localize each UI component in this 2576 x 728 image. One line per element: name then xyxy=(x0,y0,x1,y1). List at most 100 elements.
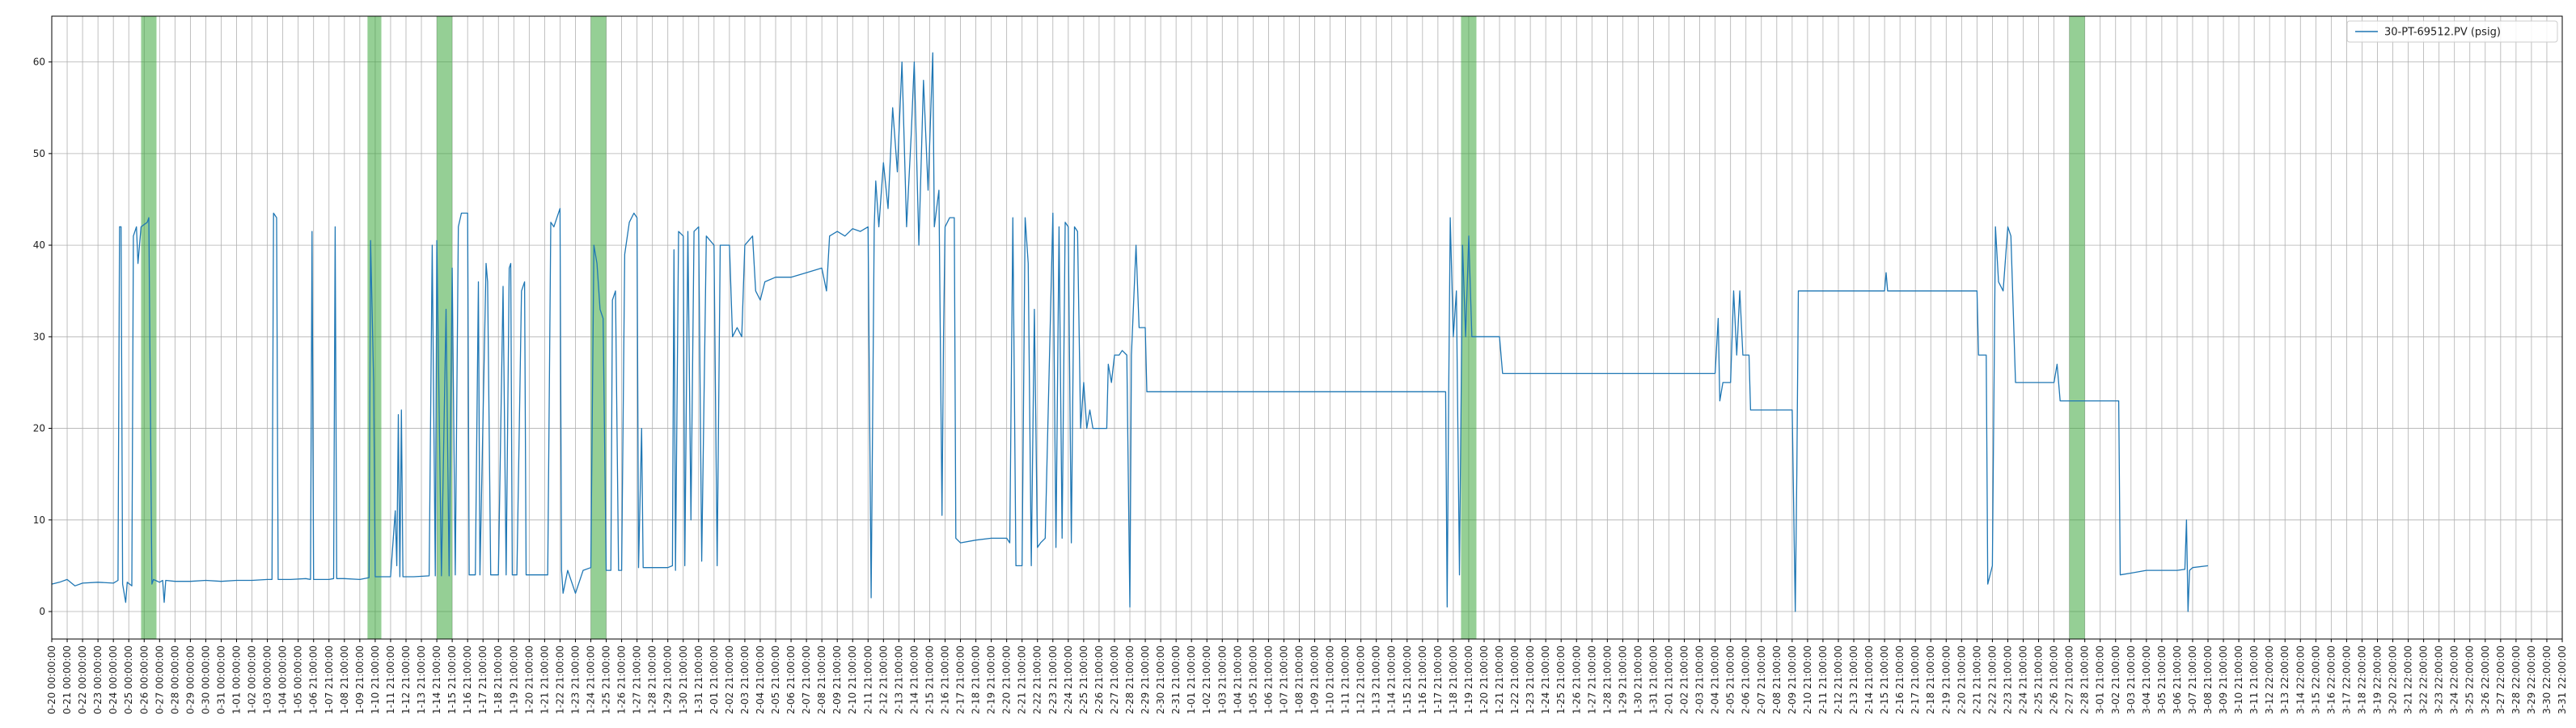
x-tick-label: 2-11 21:00:00 xyxy=(1817,645,1829,714)
x-tick-label: 1-17 21:00:00 xyxy=(477,645,489,714)
highlight-span xyxy=(590,16,607,639)
x-tick-label: 2-23 21:00:00 xyxy=(2002,645,2013,714)
y-tick-label: 10 xyxy=(33,514,45,526)
x-tick-label: 2-11 21:00:00 xyxy=(862,645,873,714)
y-tick-label: 20 xyxy=(33,423,45,434)
x-tick-label: 0-31 00:00:00 xyxy=(215,645,226,714)
x-tick-label: 1-10 21:00:00 xyxy=(1325,645,1336,714)
x-tick-label: 1-26 21:00:00 xyxy=(1571,645,1582,714)
x-tick-label: 0-23 00:00:00 xyxy=(92,645,104,714)
x-tick-label: 3-16 22:00:00 xyxy=(2325,645,2337,714)
plot-frame xyxy=(51,15,2563,640)
highlight-span xyxy=(1461,16,1477,639)
x-tick-label: 0-30 00:00:00 xyxy=(200,645,211,714)
x-tick-label: 1-07 21:00:00 xyxy=(324,645,335,714)
x-tick-label: 1-27 21:00:00 xyxy=(632,645,643,714)
x-tick-label: 1-04 21:00:00 xyxy=(1232,645,1243,714)
x-tick-label: 1-08 21:00:00 xyxy=(1293,645,1305,714)
x-tick-label: 1-03 00:00:00 xyxy=(262,645,273,714)
x-tick-label: 2-19 21:00:00 xyxy=(1940,645,1952,714)
x-tick-label: 2-08 21:00:00 xyxy=(1771,645,1783,714)
x-tick-label: 2-02 21:00:00 xyxy=(1679,645,1690,714)
x-tick-label: 2-19 21:00:00 xyxy=(986,645,997,714)
x-tick-label: 3-10 21:00:00 xyxy=(2233,645,2244,714)
highlight-span xyxy=(141,16,157,639)
x-tick-label: 1-04 00:00:00 xyxy=(277,645,289,714)
x-tick-label: 1-11 21:00:00 xyxy=(1340,645,1351,714)
x-tick-label: 2-10 21:00:00 xyxy=(1802,645,1813,714)
x-tick-label: 3-15 22:00:00 xyxy=(2310,645,2321,714)
x-tick-label: 2-12 21:00:00 xyxy=(878,645,889,714)
x-tick-label: 1-09 21:00:00 xyxy=(354,645,366,714)
x-tick-label: 2-16 21:00:00 xyxy=(939,645,950,714)
x-tick-label: 1-05 00:00:00 xyxy=(293,645,304,714)
x-tick-label: 3-02 21:00:00 xyxy=(2110,645,2121,714)
x-tick-label: 1-28 21:00:00 xyxy=(1601,645,1613,714)
x-tick-label: 2-18 21:00:00 xyxy=(1925,645,1936,714)
x-tick-label: 2-29 21:00:00 xyxy=(1140,645,1151,714)
x-tick-label: 2-17 21:00:00 xyxy=(955,645,967,714)
x-tick-label: 1-01 00:00:00 xyxy=(231,645,243,714)
x-tick-label: 1-25 21:00:00 xyxy=(601,645,612,714)
x-tick-label: 1-08 21:00:00 xyxy=(339,645,350,714)
x-tick-label: 2-15 21:00:00 xyxy=(1879,645,1890,714)
x-tick-label: 1-18 21:00:00 xyxy=(493,645,504,714)
highlight-span xyxy=(367,16,382,639)
x-tick-label: 1-31 21:00:00 xyxy=(1648,645,1659,714)
x-tick-label: 1-06 21:00:00 xyxy=(1263,645,1274,714)
x-tick-label: 1-02 00:00:00 xyxy=(247,645,258,714)
x-tick-label: 3-18 22:00:00 xyxy=(2356,645,2367,714)
y-tick-label: 50 xyxy=(33,148,45,159)
x-tick-label: 1-09 21:00:00 xyxy=(1309,645,1321,714)
x-tick-label: 3-05 21:00:00 xyxy=(2156,645,2168,714)
legend-box xyxy=(2346,20,2558,43)
x-tick-label: 2-25 21:00:00 xyxy=(2033,645,2045,714)
x-tick-label: 1-16 21:00:00 xyxy=(462,645,473,714)
x-tick-label: 3-11 21:00:00 xyxy=(2248,645,2260,714)
x-tick-label: 2-20 21:00:00 xyxy=(1001,645,1013,714)
y-axis: 0 10 20 30 40 50 60 xyxy=(33,57,52,617)
series-layer xyxy=(51,52,2209,612)
x-tick-label: 3-29 22:00:00 xyxy=(2526,645,2537,714)
x-tick-label: 2-02 21:00:00 xyxy=(724,645,735,714)
x-tick-label: 3-03 21:00:00 xyxy=(2126,645,2137,714)
x-tick-label: 0-20 00:00:00 xyxy=(46,645,57,714)
y-tick-label: 0 xyxy=(39,606,45,617)
x-tick-label: 2-15 21:00:00 xyxy=(924,645,935,714)
x-tick-label: 2-13 21:00:00 xyxy=(1848,645,1859,714)
x-tick-label: 1-13 21:00:00 xyxy=(416,645,427,714)
x-tick-label: 2-01 21:00:00 xyxy=(1664,645,1675,714)
x-tick-label: 3-27 22:00:00 xyxy=(2495,645,2506,714)
x-tick-label: 2-25 21:00:00 xyxy=(1078,645,1089,714)
x-tick-label: 2-09 21:00:00 xyxy=(1787,645,1798,714)
x-tick-label: 3-07 21:00:00 xyxy=(2187,645,2198,714)
x-tick-label: 3-25 22:00:00 xyxy=(2464,645,2476,714)
x-tick-label: 2-08 21:00:00 xyxy=(816,645,827,714)
x-tick-label: 0-21 00:00:00 xyxy=(61,645,73,714)
x-tick-label: 2-05 21:00:00 xyxy=(770,645,781,714)
x-tick-label: 2-14 21:00:00 xyxy=(1863,645,1875,714)
x-tick-label: 2-26 21:00:00 xyxy=(2049,645,2060,714)
x-tick-label: 0-25 00:00:00 xyxy=(123,645,134,714)
x-tick-label: 2-06 21:00:00 xyxy=(1741,645,1752,714)
x-tick-label: 1-27 21:00:00 xyxy=(1586,645,1597,714)
x-tick-label: 2-01 21:00:00 xyxy=(709,645,720,714)
legend: 30-PT-69512.PV (psig) xyxy=(2346,20,2558,43)
x-tick-label: 1-15 21:00:00 xyxy=(446,645,458,714)
x-tick-label: 2-27 21:00:00 xyxy=(1109,645,1120,714)
x-tick-label: 3-20 22:00:00 xyxy=(2388,645,2399,714)
x-tick-label: 1-12 21:00:00 xyxy=(400,645,412,714)
x-tick-label: 0-27 00:00:00 xyxy=(154,645,165,714)
x-tick-label: 3-21 22:00:00 xyxy=(2403,645,2414,714)
x-tick-label: 1-28 21:00:00 xyxy=(647,645,658,714)
x-tick-label: 1-25 21:00:00 xyxy=(1555,645,1567,714)
x-tick-label: 2-05 21:00:00 xyxy=(1725,645,1736,714)
x-tick-label: 1-30 21:00:00 xyxy=(1632,645,1643,714)
x-tick-label: 2-14 21:00:00 xyxy=(908,645,920,714)
y-tick-label: 30 xyxy=(33,331,45,342)
x-tick-label: 2-24 21:00:00 xyxy=(1063,645,1074,714)
x-tick-label: 1-22 21:00:00 xyxy=(554,645,565,714)
x-tick-label: 1-11 21:00:00 xyxy=(385,645,396,714)
